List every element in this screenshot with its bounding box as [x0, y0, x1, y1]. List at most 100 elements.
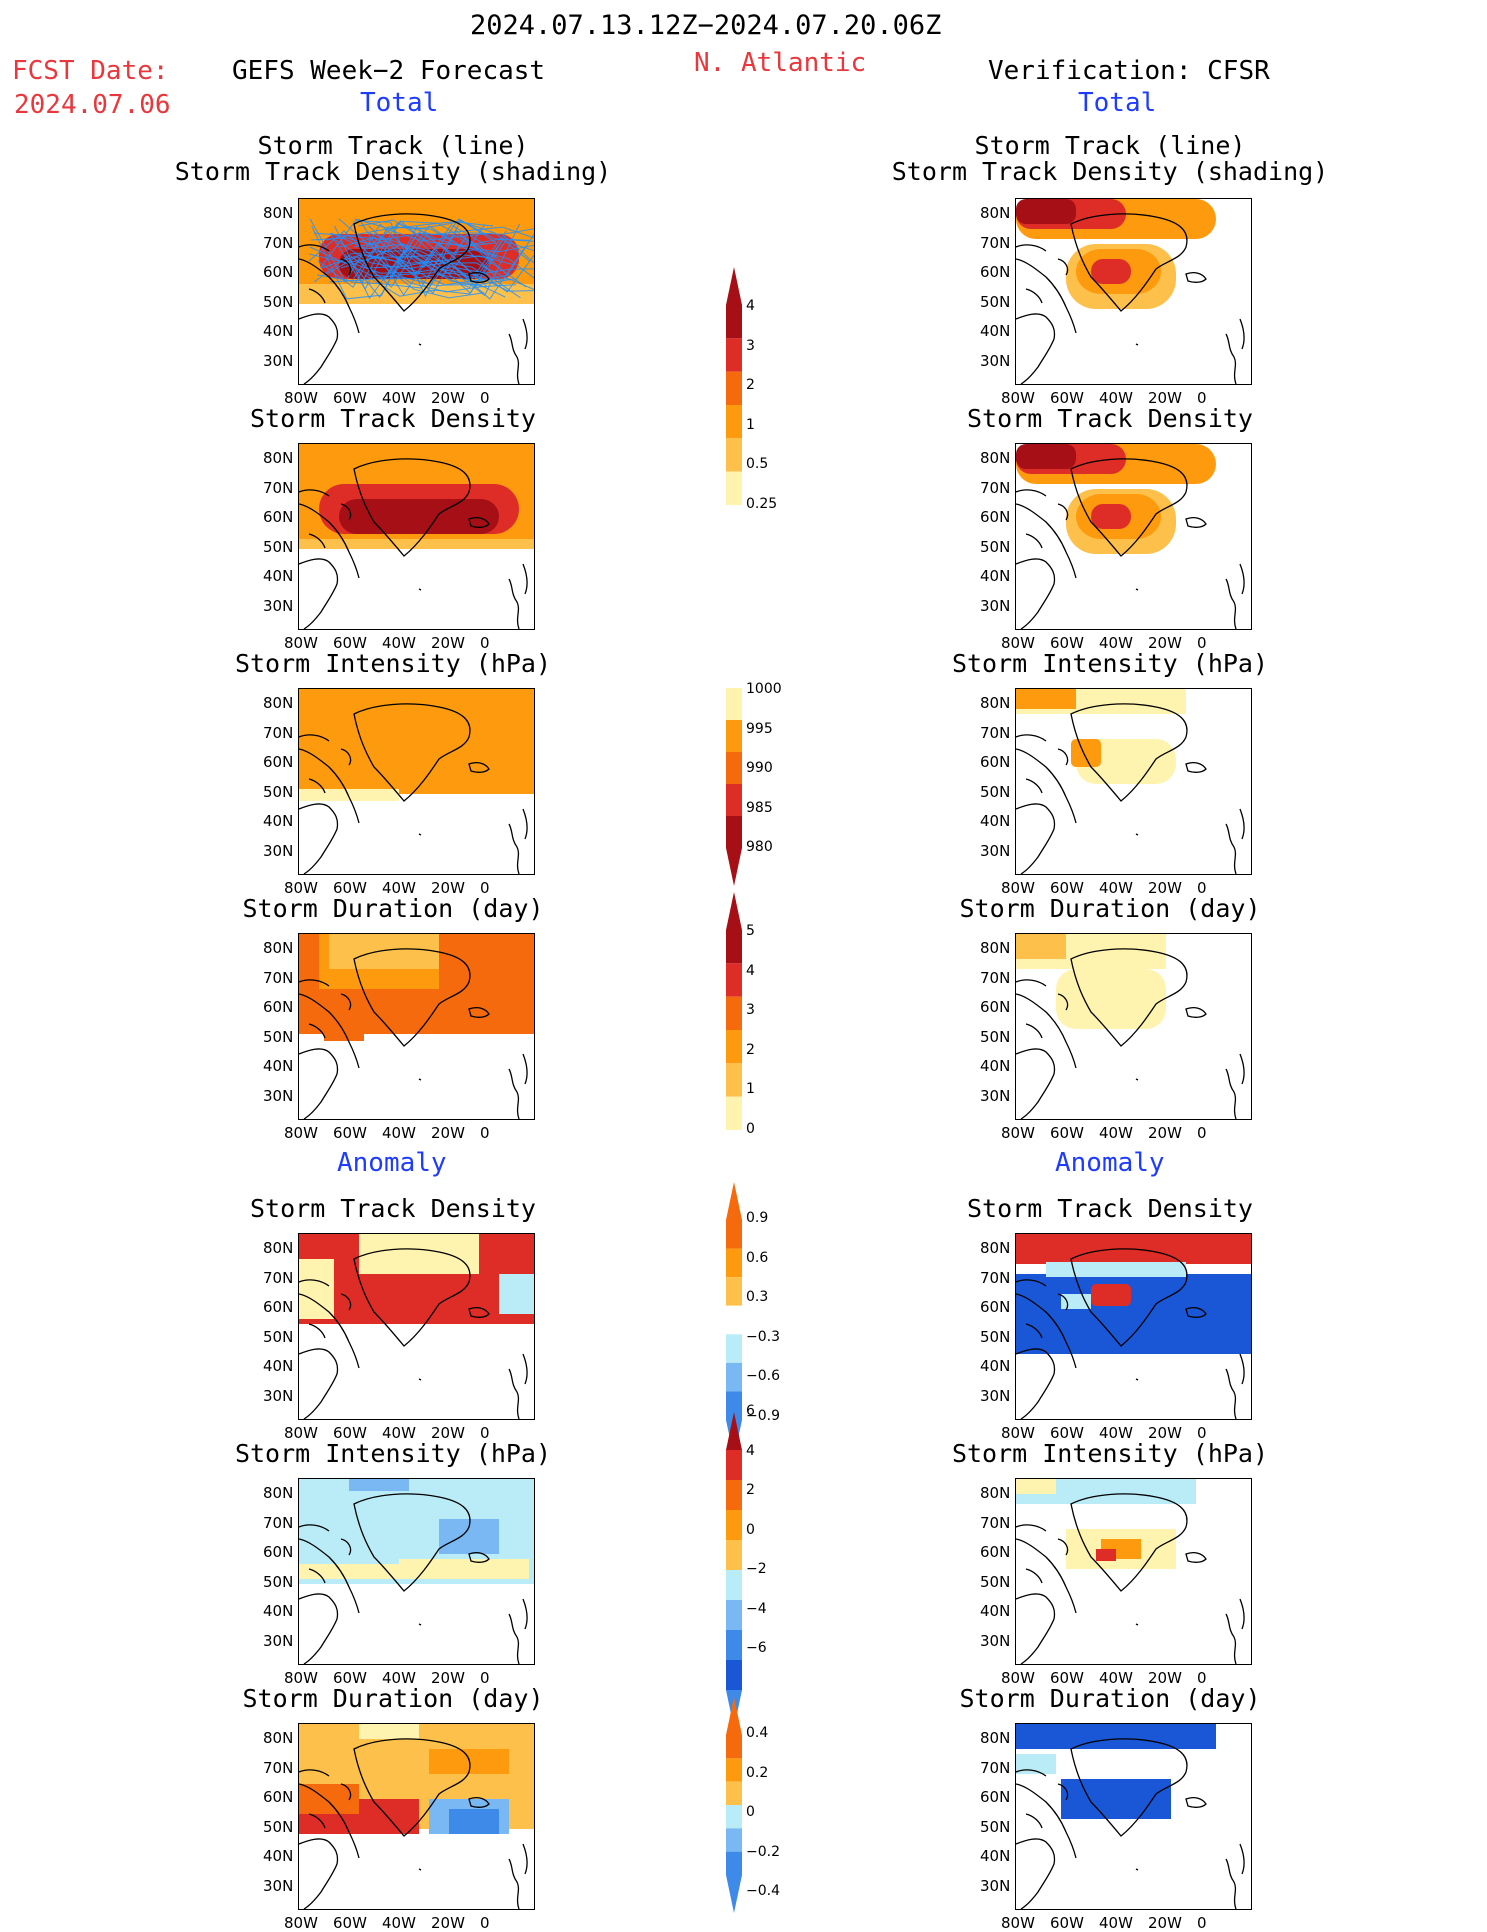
y-tick-label: 70N — [980, 1758, 1011, 1777]
x-tick-label: 80W — [284, 1914, 318, 1932]
colorbar-label: 0.25 — [746, 495, 778, 512]
colorbar-segment — [726, 1570, 742, 1600]
coastline — [1225, 808, 1245, 874]
shading-region — [299, 789, 399, 801]
map-plot — [1016, 199, 1245, 384]
coastline — [1070, 1493, 1188, 1592]
colorbar-label: −0.4 — [746, 1883, 780, 1899]
colorbar-top-arrow — [726, 1182, 742, 1220]
coastline — [1225, 1843, 1245, 1909]
x-tick-label: 20W — [1148, 634, 1182, 652]
y-tick-label: 60N — [263, 998, 294, 1016]
colorbar-segment — [726, 752, 742, 784]
y-tick-label: 40N — [980, 812, 1011, 830]
map-plot — [1016, 1479, 1245, 1664]
shading-region — [359, 1234, 479, 1274]
coastline — [353, 458, 471, 557]
colorbar-segment — [726, 1828, 742, 1852]
y-tick-label: 50N — [263, 1817, 294, 1836]
colorbar-label: 0.2 — [746, 1764, 769, 1781]
coastline — [508, 1353, 528, 1419]
x-tick-label: 60W — [1050, 389, 1084, 407]
colorbar-label: 4 — [746, 962, 755, 979]
colorbar-label: 990 — [746, 760, 773, 776]
coastline — [1135, 343, 1139, 346]
coastline — [299, 1524, 352, 1584]
y-tick-label: 80N — [980, 939, 1011, 957]
colorbar-label: −0.3 — [746, 1328, 780, 1345]
x-tick-label: 0 — [480, 1914, 490, 1932]
colorbar-top-arrow — [726, 1697, 742, 1735]
anomaly-left-label: Anomaly — [337, 1148, 447, 1178]
y-tick-label: 30N — [263, 351, 294, 370]
shading-region — [1096, 1549, 1116, 1561]
coastline — [508, 318, 528, 384]
colorbar-segment — [726, 1480, 742, 1510]
panel-title: Storm Track Density (shading) — [891, 157, 1329, 186]
y-tick-label: 30N — [263, 1631, 294, 1650]
colorbar-label: 2 — [746, 377, 755, 393]
x-tick-label: 60W — [333, 879, 367, 897]
map-plot — [1016, 1724, 1245, 1909]
total-left-label: Total — [360, 88, 439, 118]
y-tick-label: 50N — [980, 1572, 1011, 1591]
map-plot — [1016, 1234, 1251, 1419]
coastline — [1225, 1598, 1245, 1664]
y-tick-label: 60N — [263, 1788, 294, 1806]
colorbar-label: 0 — [746, 1120, 755, 1137]
x-tick-label: 0 — [1197, 879, 1207, 897]
y-tick-label: 70N — [263, 1268, 294, 1287]
colorbar-segment — [726, 1735, 742, 1759]
y-tick-label: 60N — [263, 1298, 294, 1316]
y-tick-label: 80N — [980, 449, 1011, 467]
x-tick-label: 40W — [382, 1424, 416, 1442]
x-tick-label: 0 — [1197, 389, 1207, 407]
colorbar-label: 985 — [746, 799, 773, 816]
coastline — [1016, 1279, 1069, 1339]
coastline — [1070, 703, 1188, 802]
storm-track-line — [325, 226, 502, 282]
coastline — [1070, 458, 1188, 557]
x-tick-label: 20W — [1148, 389, 1182, 407]
y-tick-label: 80N — [980, 204, 1011, 222]
shading-region — [359, 1724, 419, 1739]
shading-region — [1091, 504, 1131, 529]
y-tick-label: 40N — [263, 1847, 294, 1865]
colorbar-label: 6 — [746, 1403, 755, 1419]
y-tick-label: 40N — [263, 1057, 294, 1075]
storm-track-line — [317, 228, 493, 282]
x-tick-label: 60W — [1050, 634, 1084, 652]
panel-title: Storm Duration (day) — [242, 894, 544, 923]
colorbar-label: 1000 — [746, 681, 782, 697]
x-tick-label: 0 — [1197, 1914, 1207, 1932]
x-tick-label: 40W — [1099, 634, 1133, 652]
shading-region — [1016, 934, 1066, 959]
shading-region — [329, 934, 439, 969]
storm-track-line — [321, 234, 497, 288]
coastline — [508, 1598, 528, 1664]
x-tick-label: 60W — [333, 634, 367, 652]
shading-region — [299, 1564, 419, 1579]
coastline — [299, 1538, 360, 1664]
colorbar-label: 3 — [746, 1002, 755, 1018]
coastline — [1225, 318, 1245, 384]
y-tick-label: 30N — [980, 1386, 1011, 1405]
coastline — [418, 1378, 422, 1381]
x-tick-label: 40W — [1099, 389, 1133, 407]
y-tick-label: 70N — [263, 723, 294, 742]
colorbar-segment — [726, 688, 742, 720]
y-tick-label: 30N — [263, 841, 294, 860]
y-tick-label: 40N — [263, 812, 294, 830]
x-tick-label: 80W — [284, 389, 318, 407]
y-tick-label: 80N — [263, 1484, 294, 1502]
storm-track-line — [354, 218, 531, 262]
y-tick-label: 40N — [263, 322, 294, 340]
coastline — [468, 1007, 490, 1018]
y-tick-label: 70N — [980, 1513, 1011, 1532]
x-tick-label: 0 — [1197, 1669, 1207, 1687]
y-tick-label: 60N — [980, 1298, 1011, 1316]
coastline — [299, 993, 360, 1119]
coastline — [1016, 1293, 1077, 1419]
x-tick-label: 40W — [1099, 1124, 1133, 1142]
x-tick-label: 20W — [1148, 1424, 1182, 1442]
